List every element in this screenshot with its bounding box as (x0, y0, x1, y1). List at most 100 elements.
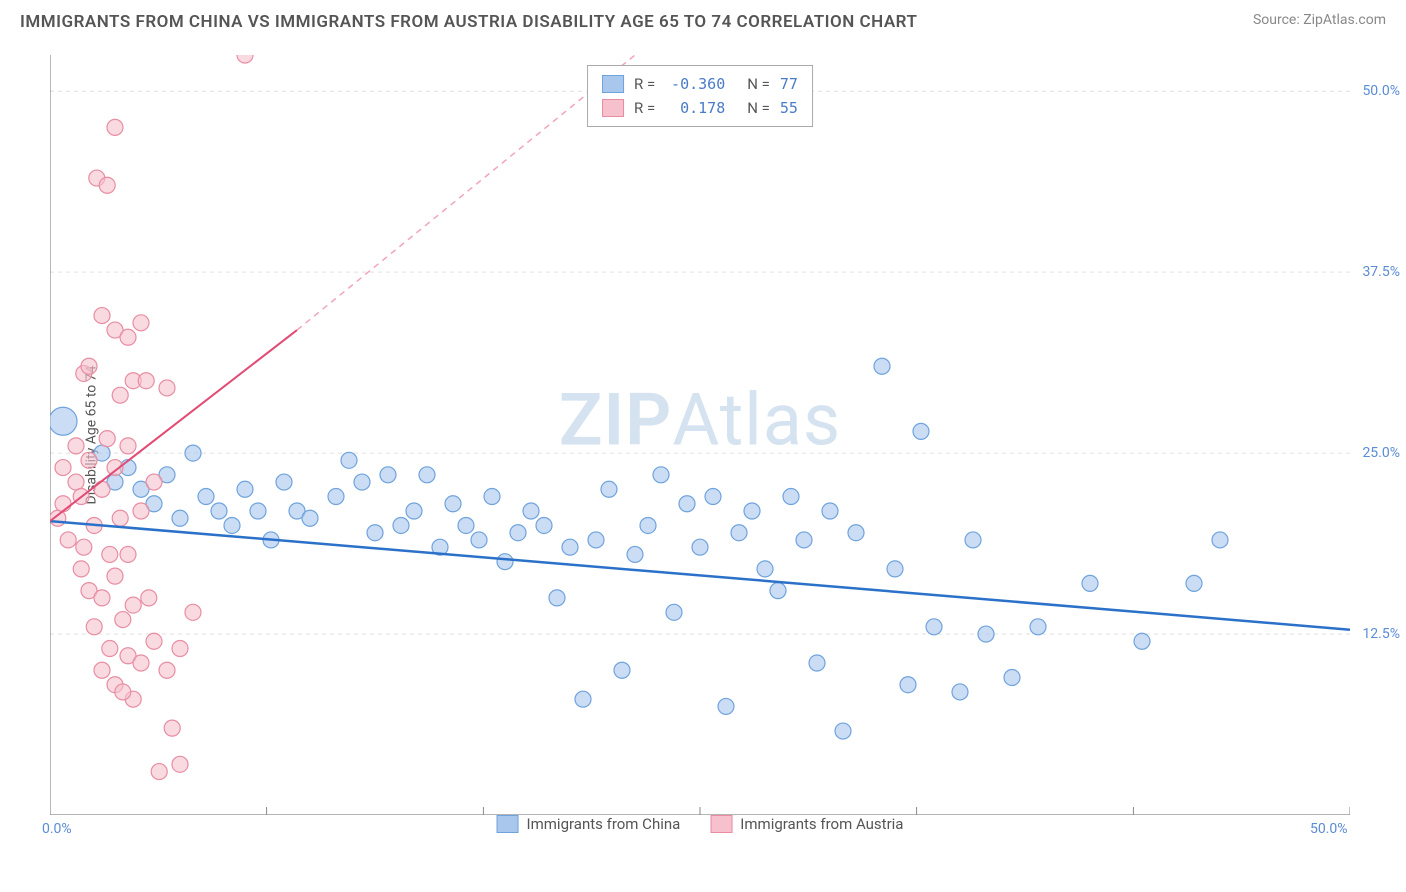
data-point (185, 445, 201, 461)
data-point (94, 481, 110, 497)
data-point (926, 619, 942, 635)
data-point (102, 641, 118, 657)
data-point (146, 633, 162, 649)
data-point (952, 684, 968, 700)
data-point (68, 438, 84, 454)
y-tick-label: 25.0% (1362, 445, 1400, 461)
data-point (497, 554, 513, 570)
data-point (718, 698, 734, 714)
source-credit: Source: ZipAtlas.com (1253, 12, 1386, 28)
data-point (159, 380, 175, 396)
data-point (757, 561, 773, 577)
legend-stat-row: R =0.178N =55 (602, 96, 798, 120)
trend-line-dashed (297, 55, 635, 330)
data-point (237, 481, 253, 497)
data-point (913, 423, 929, 439)
data-point (900, 677, 916, 693)
data-point (68, 474, 84, 490)
legend-swatch (602, 99, 624, 117)
data-point (172, 641, 188, 657)
data-point (224, 517, 240, 533)
data-point (133, 315, 149, 331)
data-point (809, 655, 825, 671)
data-point (198, 489, 214, 505)
data-point (705, 489, 721, 505)
data-point (367, 525, 383, 541)
data-point (328, 489, 344, 505)
data-point (276, 474, 292, 490)
y-tick-label: 37.5% (1362, 264, 1400, 280)
data-point (141, 590, 157, 606)
data-point (666, 604, 682, 620)
series-legend: Immigrants from China Immigrants from Aus… (497, 815, 904, 833)
y-tick-label: 50.0% (1362, 83, 1400, 99)
data-point (783, 489, 799, 505)
data-point (115, 684, 131, 700)
data-point (99, 431, 115, 447)
data-point (640, 517, 656, 533)
data-point (302, 510, 318, 526)
chart-title: IMMIGRANTS FROM CHINA VS IMMIGRANTS FROM… (20, 12, 917, 32)
data-point (164, 720, 180, 736)
data-point (50, 407, 77, 435)
data-point (1186, 575, 1202, 591)
legend-stat-row: R =-0.360N =77 (602, 72, 798, 96)
legend-item: Immigrants from China (497, 815, 681, 833)
data-point (406, 503, 422, 519)
data-point (237, 55, 253, 63)
data-point (99, 177, 115, 193)
data-point (125, 597, 141, 613)
correlation-legend: R =-0.360N =77R =0.178N =55 (587, 65, 813, 127)
data-point (458, 517, 474, 533)
data-point (159, 662, 175, 678)
data-point (653, 467, 669, 483)
legend-swatch (602, 75, 624, 93)
data-point (562, 539, 578, 555)
data-point (419, 467, 435, 483)
data-point (1030, 619, 1046, 635)
data-point (211, 503, 227, 519)
data-point (835, 723, 851, 739)
data-point (250, 503, 266, 519)
legend-swatch (497, 815, 519, 833)
data-point (146, 474, 162, 490)
data-point (81, 452, 97, 468)
data-point (471, 532, 487, 548)
data-point (1082, 575, 1098, 591)
trend-line (50, 521, 1350, 630)
data-point (731, 525, 747, 541)
data-point (120, 546, 136, 562)
data-point (107, 119, 123, 135)
data-point (120, 329, 136, 345)
data-point (536, 517, 552, 533)
data-point (138, 373, 154, 389)
data-point (575, 691, 591, 707)
data-point (601, 481, 617, 497)
data-point (770, 583, 786, 599)
data-point (549, 590, 565, 606)
data-point (523, 503, 539, 519)
data-point (874, 358, 890, 374)
data-point (151, 764, 167, 780)
legend-item: Immigrants from Austria (710, 815, 903, 833)
data-point (55, 496, 71, 512)
data-point (679, 496, 695, 512)
chart-area: Disability Age 65 to 74 ZIPAtlas R =-0.3… (50, 55, 1350, 815)
data-point (81, 358, 97, 374)
data-point (692, 539, 708, 555)
data-point (94, 590, 110, 606)
data-point (848, 525, 864, 541)
data-point (614, 662, 630, 678)
data-point (107, 568, 123, 584)
data-point (887, 561, 903, 577)
data-point (380, 467, 396, 483)
data-point (102, 546, 118, 562)
x-tick-label: 0.0% (42, 821, 72, 837)
data-point (627, 546, 643, 562)
data-point (484, 489, 500, 505)
scatter-plot-svg (50, 55, 1350, 815)
data-point (510, 525, 526, 541)
data-point (76, 539, 92, 555)
data-point (965, 532, 981, 548)
data-point (133, 503, 149, 519)
